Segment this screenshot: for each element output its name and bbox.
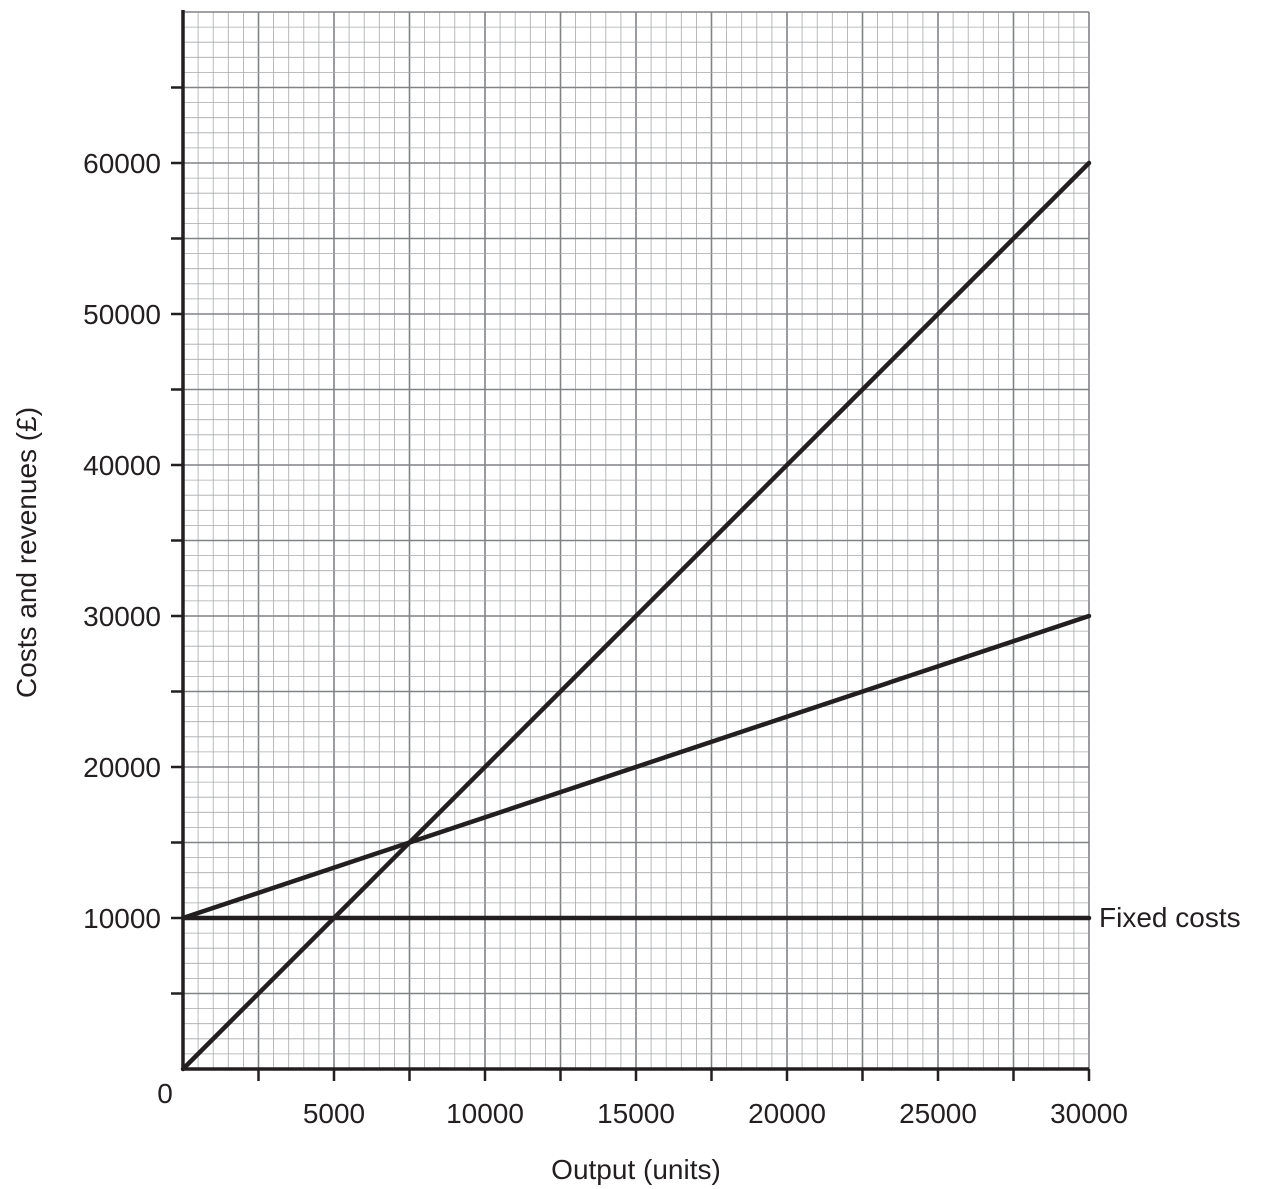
series-layer bbox=[180, 160, 1092, 1072]
axes bbox=[171, 10, 1091, 1081]
y-axis-title: Costs and revenues (£) bbox=[11, 407, 42, 698]
y-tick-label: 60000 bbox=[83, 148, 161, 179]
y-tick-label: 50000 bbox=[83, 299, 161, 330]
x-tick-label: 25000 bbox=[899, 1098, 977, 1129]
x-tick-label: 30000 bbox=[1050, 1098, 1128, 1129]
x-tick-label: 5000 bbox=[303, 1098, 365, 1129]
total-costs-line bbox=[180, 613, 1092, 921]
y-tick-label: 30000 bbox=[83, 601, 161, 632]
grid bbox=[183, 11, 1090, 1069]
x-tick-label: 15000 bbox=[597, 1098, 675, 1129]
y-tick-label: 20000 bbox=[83, 752, 161, 783]
x-tick-label: 20000 bbox=[748, 1098, 826, 1129]
y-tick-label: 10000 bbox=[83, 903, 161, 934]
fixed-costs-label: Fixed costs bbox=[1099, 902, 1241, 933]
tick-labels: 10000 20000 30000 40000 50000 60000 5000 10000 1… bbox=[83, 148, 1128, 1129]
origin-label: 0 bbox=[157, 1078, 173, 1109]
x-axis-title: Output (units) bbox=[551, 1154, 721, 1185]
x-tick-label: 10000 bbox=[446, 1098, 524, 1129]
y-tick-label: 40000 bbox=[83, 450, 161, 481]
